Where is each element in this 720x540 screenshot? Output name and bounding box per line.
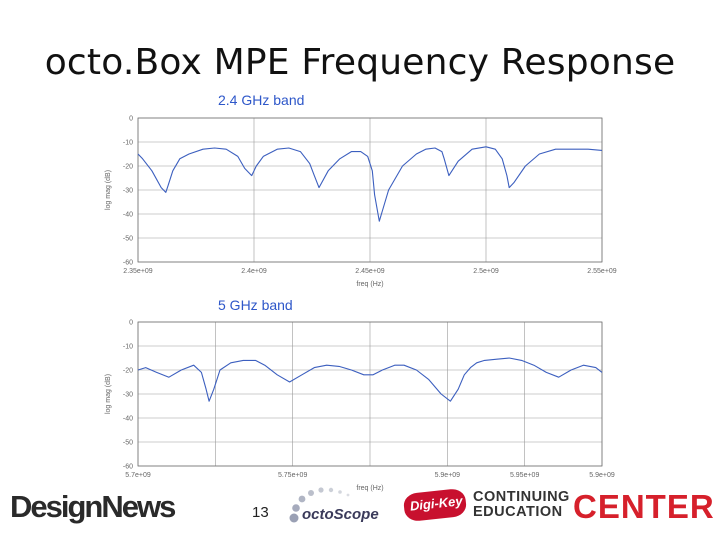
chart-title-2-4ghz: 2.4 GHz band bbox=[218, 92, 305, 108]
digikey-logo: Digi-Key bbox=[402, 487, 468, 523]
digikey-logo-text: Digi-Key bbox=[409, 493, 464, 514]
y-axis-label: log mag (dB) bbox=[105, 374, 112, 414]
x-tick-label: 5.75e+09 bbox=[278, 472, 307, 479]
y-tick-label: -60 bbox=[123, 260, 133, 267]
page-title: octo.Box MPE Frequency Response bbox=[44, 42, 676, 83]
octoscope-dots-icon bbox=[289, 487, 350, 523]
cec-continuing-text: CONTINUING bbox=[473, 489, 570, 505]
y-tick-label: -20 bbox=[123, 368, 133, 375]
y-axis-label: log mag (dB) bbox=[105, 170, 112, 210]
x-tick-label: 5.95e+09 bbox=[510, 472, 539, 479]
plot-frame bbox=[137, 117, 603, 263]
chart-title-5ghz: 5 GHz band bbox=[218, 297, 293, 313]
x-tick-label: 2.55e+09 bbox=[587, 268, 616, 275]
series-line-response bbox=[137, 146, 603, 222]
x-axis-label: freq (Hz) bbox=[356, 485, 383, 492]
cec-education-text: EDUCATION bbox=[473, 504, 563, 520]
footer: DesignNews 13 octoScope Digi-Key CONTINU… bbox=[0, 482, 720, 540]
x-tick-label: 2.45e+09 bbox=[355, 268, 384, 275]
y-tick-label: 0 bbox=[129, 320, 133, 327]
series-line-response bbox=[137, 357, 603, 402]
x-axis-label: freq (Hz) bbox=[356, 281, 383, 288]
x-tick-label: 2.35e+09 bbox=[123, 268, 152, 275]
chart-2-4ghz-band: 0 -10 -20 -30 -40 -50 -602.35e+09 2.4e+09 2.45e+… bbox=[105, 116, 617, 289]
y-tick-label: -40 bbox=[123, 416, 133, 423]
x-tick-label: 5.9e+09 bbox=[589, 472, 615, 479]
x-tick-label: 5.9e+09 bbox=[435, 472, 461, 479]
x-tick-label: 2.5e+09 bbox=[473, 268, 499, 275]
design-news-logo: DesignNews bbox=[10, 489, 176, 525]
y-tick-label: -10 bbox=[123, 140, 133, 147]
y-tick-label: -10 bbox=[123, 344, 133, 351]
y-tick-label: -30 bbox=[123, 188, 133, 195]
x-tick-label: 5.7e+09 bbox=[125, 472, 151, 479]
x-tick-label: 2.4e+09 bbox=[241, 268, 267, 275]
y-tick-label: -30 bbox=[123, 392, 133, 399]
plot-frame bbox=[137, 321, 603, 467]
cec-center-text: CENTER bbox=[573, 488, 715, 525]
octoscope-logo-text: octoScope bbox=[302, 506, 379, 523]
y-tick-label: -40 bbox=[123, 212, 133, 219]
chart-5ghz-band: 0 -10 -20 -30 -40 -50 -605.7e+09 5.75e+09 5.9e+0… bbox=[105, 320, 615, 493]
y-tick-label: -50 bbox=[123, 440, 133, 447]
y-tick-label: -20 bbox=[123, 164, 133, 171]
y-tick-label: -50 bbox=[123, 236, 133, 243]
octoscope-logo: octoScope bbox=[286, 484, 398, 532]
page-number: 13 bbox=[252, 504, 269, 521]
continuing-education-center-logo: CONTINUING EDUCATION CENTER bbox=[473, 488, 715, 525]
design-news-logo-text: DesignNews bbox=[10, 489, 176, 524]
y-tick-label: 0 bbox=[129, 116, 133, 123]
y-tick-label: -60 bbox=[123, 464, 133, 471]
